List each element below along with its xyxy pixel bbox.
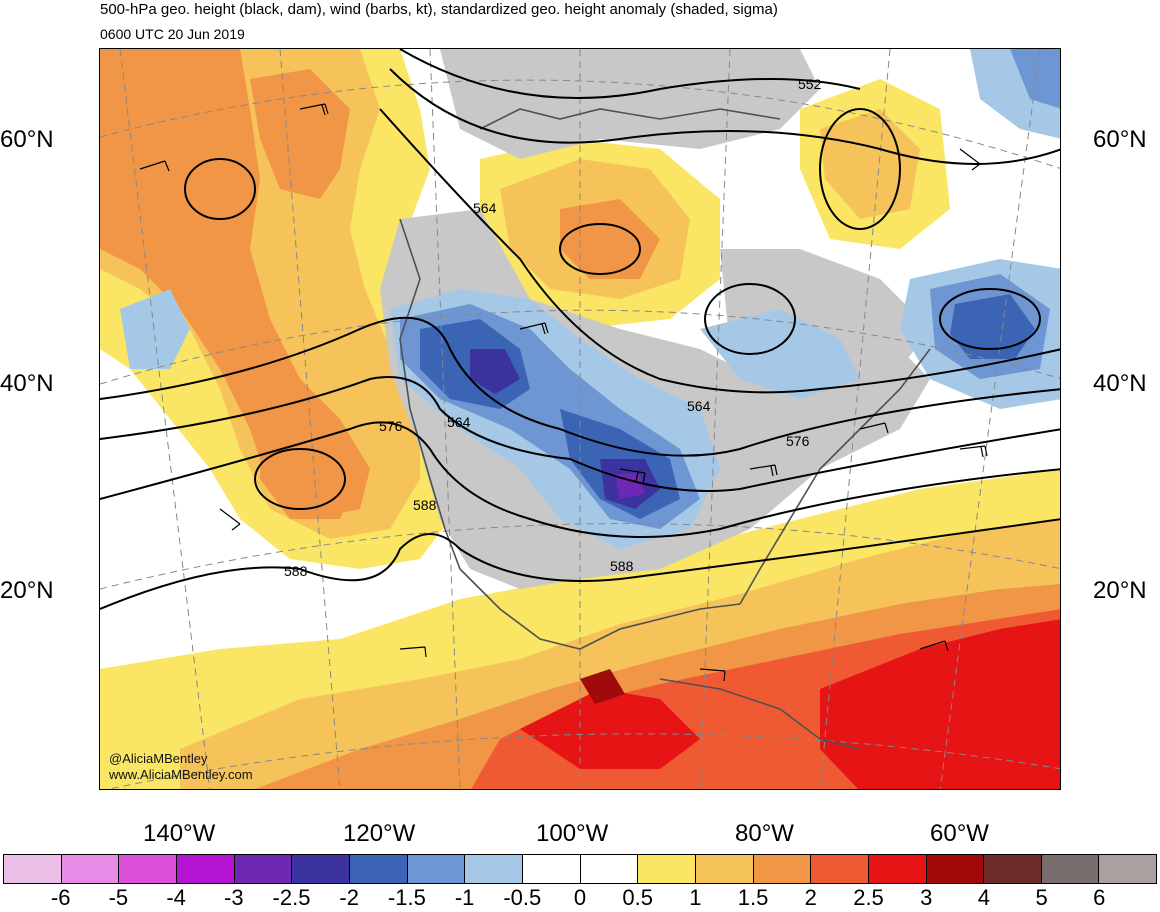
contour-label-564-b: 564 — [447, 414, 471, 430]
map-title: 500-hPa geo. height (black, dam), wind (… — [100, 1, 778, 18]
colorbar-tick-label: 2.5 — [853, 885, 884, 910]
colorbar-swatch — [753, 855, 812, 883]
colorbar-swatch — [119, 855, 177, 883]
colorbar-swatch — [522, 855, 581, 883]
contour-label-552: 552 — [798, 76, 822, 92]
lon-label-120w: 120°W — [343, 820, 416, 847]
colorbar-swatch — [580, 855, 639, 883]
colorbar-tick-label: 3 — [920, 885, 933, 910]
lon-label-100w: 100°W — [536, 820, 609, 847]
colorbar-swatch — [1099, 855, 1157, 883]
contour-label-576-b: 576 — [786, 433, 810, 449]
lat-label-left-40n: 40°N — [0, 370, 54, 397]
colorbar-swatch — [4, 855, 62, 883]
colorbar-swatch — [868, 855, 927, 883]
colorbar-tick-label: 0.5 — [622, 885, 653, 910]
colorbar-tick-label: 5 — [1035, 885, 1048, 910]
colorbar-swatch — [695, 855, 754, 883]
valid-time: 0600 UTC 20 Jun 2019 — [100, 26, 245, 42]
colorbar-swatch — [61, 855, 120, 883]
colorbar-swatch — [176, 855, 235, 883]
colorbar-tick-label: 0 — [573, 885, 587, 910]
anomaly-colorbar — [3, 854, 1157, 884]
colorbar-tick-label: -1 — [454, 885, 475, 910]
lon-label-80w: 80°W — [735, 820, 794, 847]
lat-label-right-60n: 60°N — [1093, 126, 1147, 153]
lat-label-right-40n: 40°N — [1093, 370, 1147, 397]
contour-label-564-c: 564 — [687, 398, 711, 414]
colorbar-swatch — [234, 855, 293, 883]
colorbar-tick-label: -6 — [50, 885, 71, 910]
colorbar-tick-label: -3 — [224, 885, 244, 910]
colorbar-swatch — [465, 855, 523, 883]
contour-label-576-a: 576 — [379, 418, 403, 434]
contour-label-588-b: 588 — [284, 563, 308, 579]
colorbar-swatch — [638, 855, 696, 883]
credit-website: www.AliciaMBentley.com — [109, 767, 253, 782]
colorbar-swatch — [926, 855, 985, 883]
colorbar-tick-label: -2.5 — [272, 885, 311, 910]
contour-label-588-c: 588 — [610, 558, 634, 574]
colorbar-swatch — [1041, 855, 1100, 883]
colorbar-tick-label: 4 — [977, 885, 991, 910]
colorbar-tick-label: 6 — [1093, 885, 1106, 910]
map-panel: 552 564 564 564 576 576 588 588 588 — [99, 48, 1061, 790]
lat-label-left-60n: 60°N — [0, 126, 54, 153]
colorbar-swatch — [292, 855, 350, 883]
colorbar-swatch — [811, 855, 869, 883]
map-canvas: 552 564 564 564 576 576 588 588 588 — [100, 49, 1060, 789]
colorbar-tick-label: -5 — [108, 885, 129, 910]
colorbar-tick-label: -4 — [166, 885, 186, 910]
colorbar-tick-label: -0.5 — [503, 885, 542, 910]
lat-label-right-20n: 20°N — [1093, 577, 1147, 604]
credit-handle: @AliciaMBentley — [109, 751, 208, 766]
lon-label-60w: 60°W — [930, 820, 989, 847]
colorbar-tick-label: 1 — [689, 885, 702, 910]
contour-label-564-a: 564 — [473, 200, 497, 216]
colorbar-tick-label: 2 — [804, 885, 817, 910]
contour-label-588-a: 588 — [413, 497, 437, 513]
lat-label-left-20n: 20°N — [0, 577, 54, 604]
colorbar-tick-label: 1.5 — [737, 885, 769, 910]
wind-barbs — [139, 103, 988, 682]
colorbar-swatch — [407, 855, 466, 883]
colorbar-swatch — [349, 855, 408, 883]
lon-label-140w: 140°W — [143, 820, 216, 847]
colorbar-tick-label: -1.5 — [387, 885, 426, 910]
colorbar-swatch — [984, 855, 1042, 883]
colorbar-tick-label: -2 — [339, 885, 359, 910]
